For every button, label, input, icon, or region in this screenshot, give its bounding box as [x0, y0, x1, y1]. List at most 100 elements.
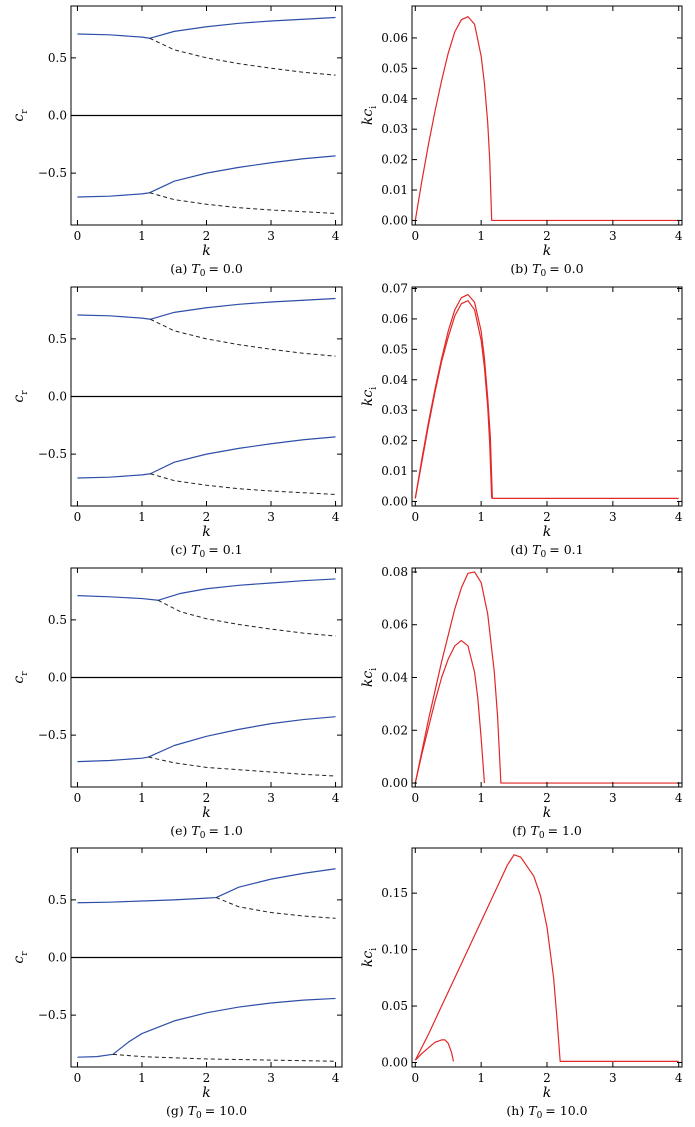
panel-caption: (d) T0 = 0.1 [510, 542, 583, 560]
series-line-d-1 [414, 300, 493, 499]
x-tick-label: 1 [477, 791, 485, 805]
y-axis-label-main: kc [360, 671, 376, 687]
panel-caption: (e) T0 = 1.0 [170, 823, 243, 841]
series-line-e-0 [77, 578, 336, 601]
series-line-e-2 [77, 716, 336, 763]
y-tick-label: 0.15 [381, 886, 408, 900]
y-tick-label: 0.05 [381, 342, 408, 356]
caption-subscript: 0 [539, 831, 545, 841]
x-tick-label: 2 [543, 510, 551, 524]
x-tick-label: 0 [74, 791, 82, 805]
x-tick-label: 1 [477, 1071, 485, 1085]
caption-variable: T [532, 542, 542, 557]
caption-value: = 0.1 [549, 542, 583, 557]
series-line-g-3 [112, 1053, 336, 1062]
y-axis-label-main: c [11, 395, 27, 403]
caption-value: = 0.0 [549, 261, 583, 276]
y-axis-label-subscript: r [20, 109, 30, 114]
series-line-a-1 [149, 37, 336, 76]
x-tick-label: 3 [267, 510, 275, 524]
y-axis-label: kci [360, 668, 379, 687]
series-line-h-1 [414, 1039, 455, 1062]
x-axis-label: k [543, 1085, 551, 1101]
y-axis-label-main: c [11, 956, 27, 964]
x-axis-label: k [543, 524, 551, 540]
y-tick-label: 0.02 [381, 723, 408, 737]
caption-subscript: 0 [541, 550, 547, 560]
series-line-g-0 [77, 868, 336, 904]
panel-caption: (f) T0 = 1.0 [512, 823, 582, 841]
y-tick-label: 0.04 [381, 671, 408, 685]
x-tick-label: 4 [675, 510, 683, 524]
x-tick-label: 4 [332, 510, 340, 524]
caption-value: = 10.0 [205, 1103, 247, 1118]
caption-value: = 1.0 [548, 823, 582, 838]
caption-prefix: (b) [510, 261, 528, 276]
y-axis-label-main: kc [360, 390, 376, 406]
y-axis-label-main: kc [360, 109, 376, 125]
y-axis-label: kci [360, 106, 379, 125]
caption-prefix: (h) [506, 1103, 524, 1118]
x-tick-label: 1 [138, 510, 146, 524]
series-line-c-1 [150, 318, 336, 357]
x-tick-label: 3 [267, 791, 275, 805]
y-tick-label: 0.00 [381, 776, 408, 790]
x-axis-label: k [202, 1085, 210, 1101]
panel-caption: (a) T0 = 0.0 [170, 261, 243, 279]
series-line-f-1 [414, 639, 486, 784]
y-axis-label: kci [360, 387, 379, 406]
x-axis-label: k [543, 243, 551, 259]
y-axis-label: cr [11, 671, 30, 684]
y-tick-label: −0.5 [38, 166, 67, 180]
y-tick-label: 0.04 [381, 373, 408, 387]
panel-caption: (h) T0 = 10.0 [506, 1103, 587, 1121]
y-axis-label-main: kc [360, 951, 376, 967]
y-tick-label: −0.5 [38, 1008, 67, 1022]
series-line-c-2 [77, 436, 336, 479]
caption-variable: T [532, 261, 542, 276]
y-tick-label: 0.5 [48, 613, 67, 627]
caption-subscript: 0 [200, 831, 206, 841]
y-axis-label-subscript: r [20, 390, 30, 395]
caption-value: = 10.0 [545, 1103, 587, 1118]
x-tick-label: 3 [267, 229, 275, 243]
y-tick-label: 0.5 [48, 51, 67, 65]
x-tick-label: 4 [675, 791, 683, 805]
caption-variable: T [191, 823, 201, 838]
caption-value: = 0.0 [208, 261, 242, 276]
caption-subscript: 0 [541, 269, 547, 279]
y-axis-label-subscript: i [369, 668, 379, 671]
plot-frame [411, 847, 683, 1068]
plot-frame [411, 286, 683, 507]
caption-prefix: (g) [166, 1103, 184, 1118]
y-tick-label: 0.00 [381, 494, 408, 508]
y-tick-label: 0.04 [381, 92, 408, 106]
x-tick-label: 2 [203, 1071, 211, 1085]
y-tick-label: 0.10 [381, 943, 408, 957]
series-line-g-1 [215, 897, 336, 919]
caption-subscript: 0 [537, 1111, 543, 1121]
y-axis-label: cr [11, 390, 30, 403]
y-axis-label: kci [360, 948, 379, 967]
y-axis-label-main: c [11, 114, 27, 122]
x-tick-label: 3 [609, 791, 617, 805]
series-line-f-0 [414, 571, 679, 784]
y-tick-label: 0.03 [381, 403, 408, 417]
x-axis-label: k [202, 805, 210, 821]
x-tick-label: 4 [332, 229, 340, 243]
y-tick-label: 0.03 [381, 122, 408, 136]
y-axis-label-subscript: i [369, 387, 379, 390]
series-line-c-0 [77, 297, 336, 320]
series-line-e-1 [157, 599, 336, 637]
x-tick-label: 4 [332, 791, 340, 805]
caption-prefix: (f) [512, 823, 526, 838]
caption-prefix: (d) [510, 542, 528, 557]
y-tick-label: 0.01 [381, 183, 408, 197]
caption-subscript: 0 [200, 269, 206, 279]
y-axis-label-subscript: i [369, 106, 379, 109]
caption-subscript: 0 [200, 550, 206, 560]
x-tick-label: 1 [477, 510, 485, 524]
